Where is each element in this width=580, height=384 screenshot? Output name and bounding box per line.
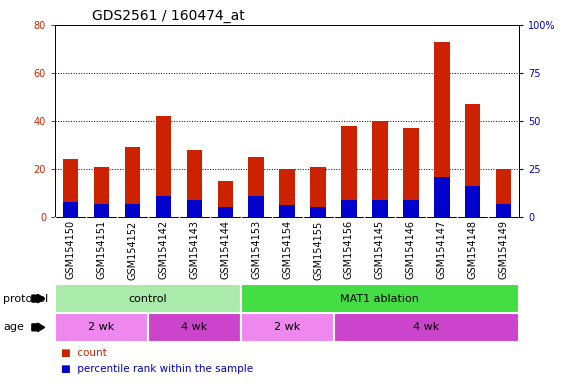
Bar: [496, 204, 512, 217]
Text: GDS2561 / 160474_at: GDS2561 / 160474_at: [92, 8, 245, 23]
Text: GSM154144: GSM154144: [220, 220, 230, 279]
Bar: [372, 200, 387, 217]
Bar: [94, 167, 109, 217]
Bar: [125, 204, 140, 217]
Bar: [94, 204, 109, 217]
Bar: [248, 157, 264, 217]
Text: GSM154155: GSM154155: [313, 220, 323, 280]
Bar: [155, 196, 171, 217]
Bar: [248, 196, 264, 217]
Bar: [218, 181, 233, 217]
Bar: [241, 313, 334, 342]
Text: GSM154150: GSM154150: [66, 220, 75, 280]
Bar: [55, 284, 241, 313]
Bar: [63, 202, 78, 217]
Text: GSM154145: GSM154145: [375, 220, 385, 280]
Text: MAT1 ablation: MAT1 ablation: [340, 293, 419, 304]
Text: GSM154147: GSM154147: [437, 220, 447, 280]
Bar: [187, 200, 202, 217]
Text: GSM154146: GSM154146: [406, 220, 416, 279]
Bar: [334, 313, 519, 342]
Text: GSM154142: GSM154142: [158, 220, 168, 280]
Text: GSM154154: GSM154154: [282, 220, 292, 280]
Bar: [341, 200, 357, 217]
Text: 2 wk: 2 wk: [274, 322, 300, 333]
Bar: [310, 207, 326, 217]
Text: age: age: [3, 322, 24, 333]
Bar: [187, 150, 202, 217]
Text: GSM154151: GSM154151: [96, 220, 107, 280]
Bar: [280, 169, 295, 217]
Text: 4 wk: 4 wk: [413, 322, 440, 333]
Text: protocol: protocol: [3, 293, 48, 304]
Bar: [465, 186, 480, 217]
Bar: [434, 177, 450, 217]
Text: ■  percentile rank within the sample: ■ percentile rank within the sample: [61, 364, 253, 374]
Bar: [496, 169, 512, 217]
Bar: [403, 128, 419, 217]
Bar: [148, 313, 241, 342]
Bar: [310, 167, 326, 217]
Bar: [403, 200, 419, 217]
Text: GSM154148: GSM154148: [467, 220, 478, 279]
Bar: [125, 147, 140, 217]
Text: GSM154143: GSM154143: [189, 220, 200, 279]
Text: 4 wk: 4 wk: [181, 322, 208, 333]
Bar: [280, 205, 295, 217]
Text: GSM154156: GSM154156: [344, 220, 354, 280]
Text: ■  count: ■ count: [61, 348, 107, 358]
Bar: [434, 42, 450, 217]
Text: control: control: [129, 293, 167, 304]
Bar: [372, 121, 387, 217]
Text: GSM154153: GSM154153: [251, 220, 261, 280]
Text: 2 wk: 2 wk: [88, 322, 115, 333]
Bar: [155, 116, 171, 217]
Bar: [341, 126, 357, 217]
Bar: [465, 104, 480, 217]
Bar: [218, 207, 233, 217]
Bar: [55, 313, 148, 342]
Text: GSM154152: GSM154152: [128, 220, 137, 280]
Bar: [241, 284, 519, 313]
Text: GSM154149: GSM154149: [499, 220, 509, 279]
Bar: [63, 159, 78, 217]
